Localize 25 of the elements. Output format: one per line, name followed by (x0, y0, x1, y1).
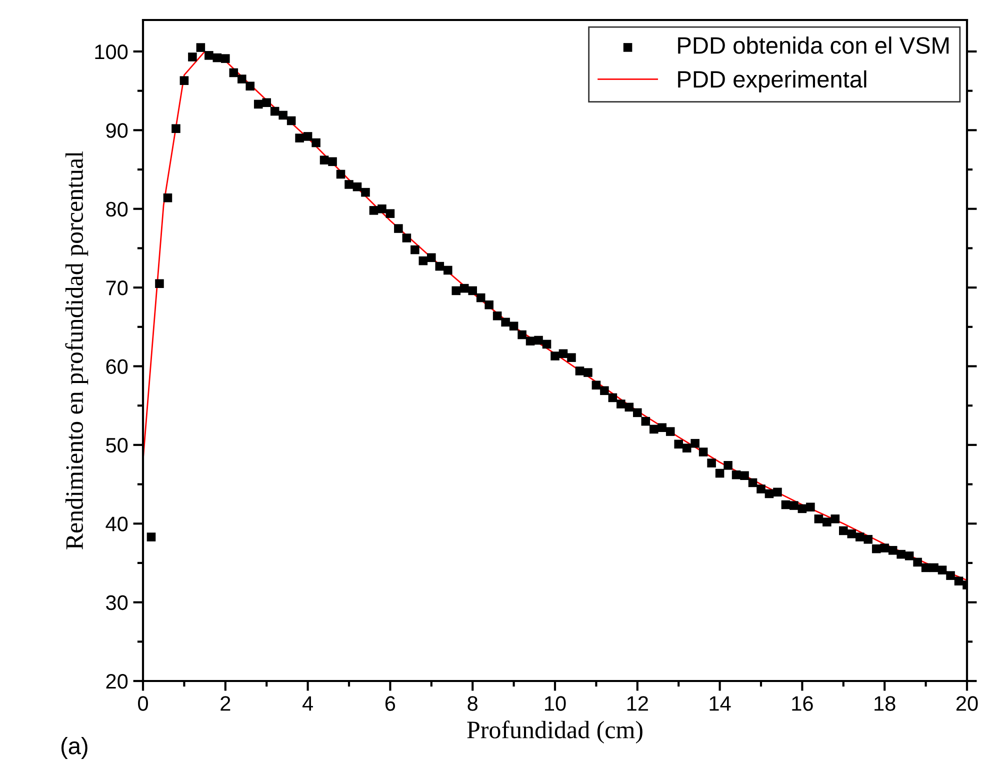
x-tick-label: 2 (220, 696, 230, 711)
x-tick-label: 14 (710, 696, 731, 711)
y-tick-label: 90 (106, 123, 128, 138)
text: (a) (61, 736, 88, 759)
x-tick-label: 12 (627, 696, 648, 711)
y-tick-label: 70 (106, 280, 128, 296)
y-tick-label: 40 (106, 516, 128, 532)
x-tick-label: 8 (468, 696, 478, 711)
y-axis-title: Rendimiento en profundidad porcentual (65, 151, 88, 550)
y-tick-label: 20 (106, 674, 128, 689)
x-tick-label: 0 (138, 696, 148, 711)
legend-label: PDD obtenida con el VSM (678, 36, 949, 54)
y-tick-label: 50 (106, 438, 128, 453)
x-tick-label: 4 (302, 696, 313, 711)
y-tick-label: 60 (106, 359, 128, 374)
x-tick-label: 20 (956, 696, 978, 711)
x-tick-label: 18 (874, 696, 896, 711)
x-tick-label: 16 (792, 696, 813, 711)
x-axis-title: Profundidad (cm) (467, 720, 642, 744)
x-tick-label: 6 (385, 696, 396, 711)
legend-label: PDD experimental (678, 70, 866, 92)
y-tick-label: 80 (106, 202, 128, 217)
x-tick-label: 10 (545, 696, 566, 711)
y-tick-label: 100 (95, 44, 128, 60)
y-tick-label: 30 (106, 595, 128, 610)
